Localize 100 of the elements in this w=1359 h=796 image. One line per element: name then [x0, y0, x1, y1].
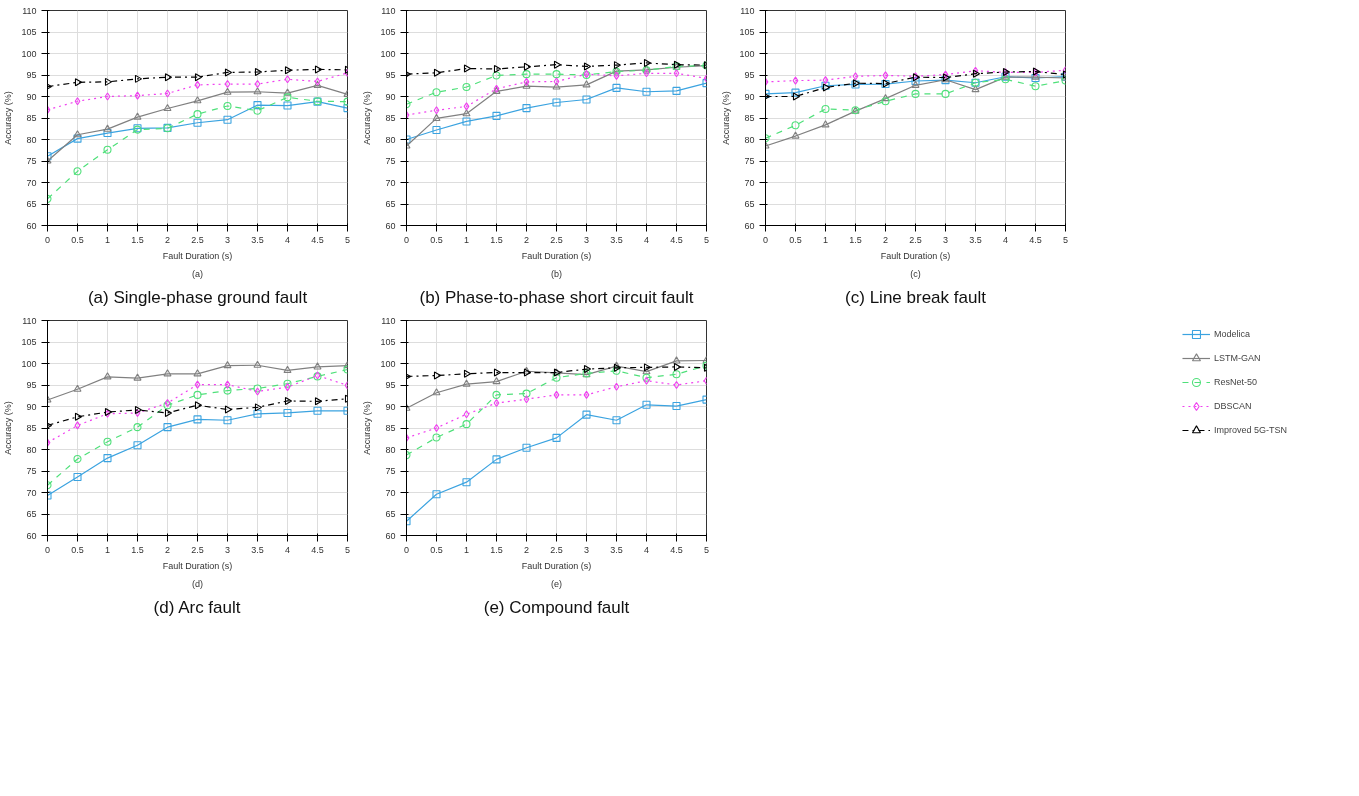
point — [523, 395, 530, 404]
x-tick-label: 3.5 — [610, 544, 623, 555]
point — [673, 380, 680, 390]
x-tick-label: 2 — [165, 544, 171, 555]
point — [74, 421, 81, 430]
point — [254, 67, 263, 77]
point — [104, 77, 113, 86]
point — [492, 111, 501, 120]
x-tick-label: 3.5 — [969, 234, 982, 245]
text: (a) — [192, 268, 203, 279]
point — [164, 408, 173, 417]
y-tick-label: 105 — [380, 27, 396, 37]
point — [672, 86, 681, 95]
point — [284, 383, 291, 392]
point — [1031, 82, 1040, 91]
x-tick-label: 0 — [45, 234, 51, 245]
point — [254, 403, 263, 412]
x-tick-label: 1 — [464, 544, 470, 555]
point — [462, 379, 471, 387]
point — [432, 490, 441, 499]
x-tick-label: 2.5 — [191, 234, 204, 245]
point — [223, 386, 232, 395]
y-tick-label: 95 — [26, 70, 37, 80]
point — [194, 80, 201, 89]
x-tick-label: 5 — [704, 234, 710, 245]
y-tick-label: 100 — [21, 358, 37, 369]
point — [224, 79, 231, 89]
y-tick-label: 85 — [26, 113, 37, 123]
point — [462, 117, 471, 126]
point — [583, 390, 590, 399]
y-tick-label: 60 — [26, 220, 37, 231]
point — [522, 81, 531, 89]
point — [73, 130, 82, 138]
x-tick-label: 4.5 — [1029, 234, 1042, 245]
x-tick-label: 3.5 — [251, 544, 264, 555]
y-tick-label: 90 — [744, 91, 755, 102]
y-tick-label: 70 — [385, 177, 396, 188]
point — [73, 472, 82, 482]
point — [224, 380, 231, 389]
point — [73, 134, 82, 143]
point — [822, 76, 829, 85]
point — [74, 78, 83, 87]
point — [283, 365, 292, 373]
text: (d) Arc fault — [153, 597, 241, 617]
point — [223, 361, 232, 369]
y-tick-label: 100 — [380, 358, 396, 369]
point — [283, 408, 292, 417]
text: (b) Phase-to-phase short circuit fault — [419, 287, 694, 307]
y-tick-label: 110 — [22, 315, 37, 326]
point — [492, 390, 501, 399]
point — [553, 390, 560, 399]
point — [224, 405, 233, 414]
point — [133, 373, 142, 381]
point — [253, 360, 262, 368]
point — [193, 96, 202, 104]
x-tick-label: 0.5 — [71, 234, 84, 245]
y-tick-label: 110 — [381, 315, 396, 326]
point — [73, 384, 82, 392]
y-tick-label: 80 — [26, 134, 37, 145]
point — [553, 77, 560, 86]
point — [522, 389, 531, 398]
point — [253, 101, 262, 110]
text: (e) Compound fault — [483, 597, 630, 617]
x-tick-label: 0 — [404, 544, 410, 555]
point — [522, 104, 531, 113]
point — [463, 369, 472, 378]
y-tick-label: 70 — [385, 487, 396, 498]
point — [463, 64, 472, 73]
text: (d) — [192, 578, 203, 589]
y-tick-label: 95 — [385, 380, 396, 390]
point — [462, 109, 471, 117]
point — [194, 380, 201, 389]
x-tick-label: 1.5 — [849, 234, 862, 245]
point — [462, 420, 471, 429]
y-tick-label: 65 — [385, 509, 396, 519]
point — [133, 423, 142, 432]
x-axis-title: Fault Duration (s) — [521, 250, 592, 261]
y-tick-label: 105 — [21, 337, 37, 347]
point — [103, 129, 112, 138]
point — [673, 362, 682, 371]
text: (a) Single-phase ground fault — [87, 287, 308, 307]
point — [523, 77, 530, 86]
point — [553, 60, 562, 69]
point — [432, 433, 441, 442]
point — [643, 363, 652, 372]
point — [911, 89, 920, 98]
y-tick-label: 85 — [385, 113, 396, 123]
point — [552, 70, 561, 79]
point — [73, 167, 82, 176]
y-tick-label: 110 — [381, 5, 396, 16]
y-tick-label: 65 — [744, 199, 755, 209]
point — [314, 65, 323, 74]
point — [433, 423, 440, 433]
point — [642, 367, 651, 375]
y-tick-label: 110 — [22, 5, 37, 16]
point — [911, 80, 920, 88]
legend-label: LSTM-GAN — [1213, 353, 1261, 363]
y-tick-label: 60 — [385, 220, 396, 231]
point — [791, 131, 800, 139]
point — [583, 365, 592, 374]
